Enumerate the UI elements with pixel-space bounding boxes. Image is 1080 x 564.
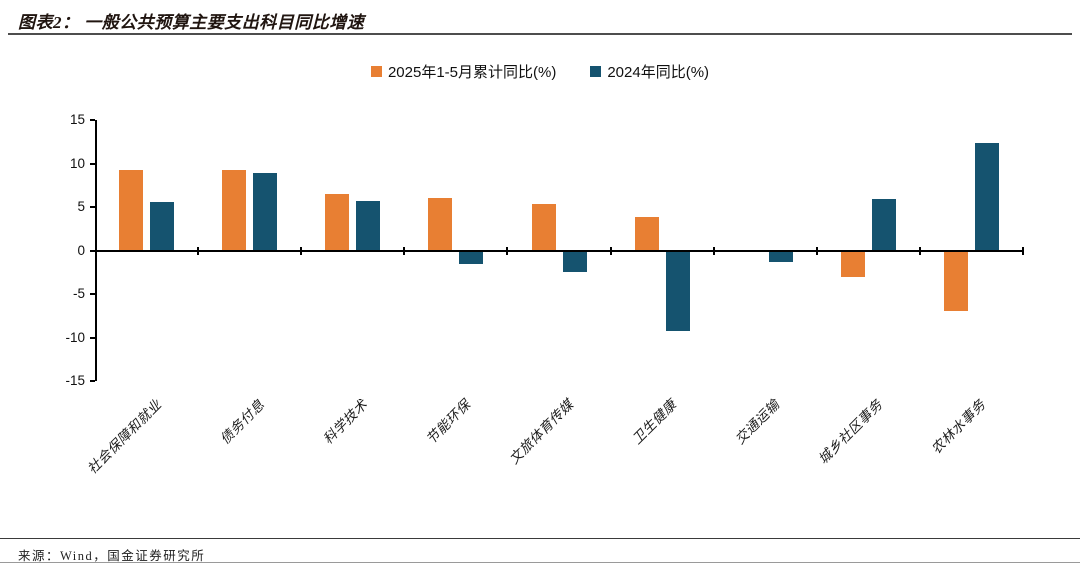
- bar-series1-科学技术: [356, 200, 381, 251]
- footer-divider: [0, 538, 1080, 539]
- legend-item-2025: 2025年1-5月累计同比(%): [370, 61, 557, 82]
- bar-series1-农林水事务: [974, 142, 999, 251]
- bar-series1-社会保障和就业: [150, 201, 175, 251]
- y-axis-tick-label: -10: [65, 329, 85, 345]
- x-axis-tick: [300, 246, 303, 255]
- x-axis-tick: [609, 246, 612, 255]
- bar-series0-科学技术: [325, 193, 350, 251]
- x-axis-label-交通运输: 交通运输: [732, 396, 783, 448]
- x-axis-label-卫生健康: 卫生健康: [629, 396, 680, 448]
- x-axis-tick: [403, 246, 406, 255]
- x-axis-label-城乡社区事务: 城乡社区事务: [815, 396, 886, 467]
- x-axis-tick: [815, 246, 818, 255]
- x-axis-tick: [1022, 246, 1024, 255]
- y-axis-tick-label: -5: [72, 286, 85, 301]
- bar-series1-交通运输: [768, 250, 793, 262]
- y-axis-tick: [90, 336, 95, 339]
- bar-series1-节能环保: [459, 250, 484, 264]
- x-axis-tick: [197, 246, 200, 255]
- bar-series1-卫生健康: [665, 250, 690, 331]
- x-axis-label-社会保障和就业: 社会保障和就业: [84, 396, 164, 477]
- y-axis-tick-label: -15: [65, 373, 85, 388]
- x-axis-label-文旅体育传媒: 文旅体育传媒: [506, 396, 577, 467]
- y-axis-tick-label: 0: [77, 242, 85, 258]
- bar-series1-文旅体育传媒: [562, 250, 587, 273]
- y-axis-tick-label: 10: [69, 155, 85, 171]
- x-axis-label-科学技术: 科学技术: [320, 396, 371, 448]
- legend-item-2024: 2024年同比(%): [590, 61, 709, 82]
- chart-title: 图表2： 一般公共预算主要支出科目同比增速: [18, 13, 365, 32]
- x-axis-line: [95, 249, 1023, 252]
- y-axis-tick: [90, 249, 95, 252]
- y-axis-tick: [90, 293, 95, 295]
- x-axis-tick: [712, 246, 715, 255]
- bar-series1-债务付息: [253, 173, 278, 251]
- y-axis-tick: [90, 162, 95, 165]
- y-axis-tick: [90, 206, 95, 208]
- y-axis-tick: [90, 380, 95, 382]
- legend-swatch-orange: [370, 66, 382, 77]
- bar-series0-卫生健康: [634, 216, 659, 251]
- bar-series0-债务付息: [222, 170, 247, 251]
- x-axis-tick: [918, 246, 921, 255]
- x-axis-label-节能环保: 节能环保: [423, 396, 474, 448]
- source-note: 来源：Wind，国金证券研究所: [18, 549, 206, 563]
- x-axis-label-债务付息: 债务付息: [216, 396, 268, 448]
- x-axis-label-农林水事务: 农林水事务: [928, 396, 989, 457]
- bar-series0-城乡社区事务: [840, 250, 865, 278]
- y-axis-tick-label: 5: [77, 199, 85, 214]
- bar-series1-城乡社区事务: [871, 199, 896, 251]
- x-axis-tick: [506, 246, 509, 255]
- bar-series0-社会保障和就业: [119, 170, 144, 251]
- legend-label-2024: 2024年同比(%): [607, 64, 710, 81]
- bar-series0-农林水事务: [943, 250, 968, 312]
- legend-label-2025: 2025年1-5月累计同比(%): [387, 64, 557, 81]
- legend-swatch-blue: [590, 66, 602, 77]
- y-axis-tick: [90, 119, 95, 121]
- chart-legend: 2025年1-5月累计同比(%) 2024年同比(%): [0, 61, 1080, 82]
- bar-series0-文旅体育传媒: [531, 204, 556, 251]
- bar-series0-节能环保: [428, 198, 453, 251]
- y-axis-tick-label: 15: [69, 112, 85, 127]
- title-divider: [8, 33, 1072, 35]
